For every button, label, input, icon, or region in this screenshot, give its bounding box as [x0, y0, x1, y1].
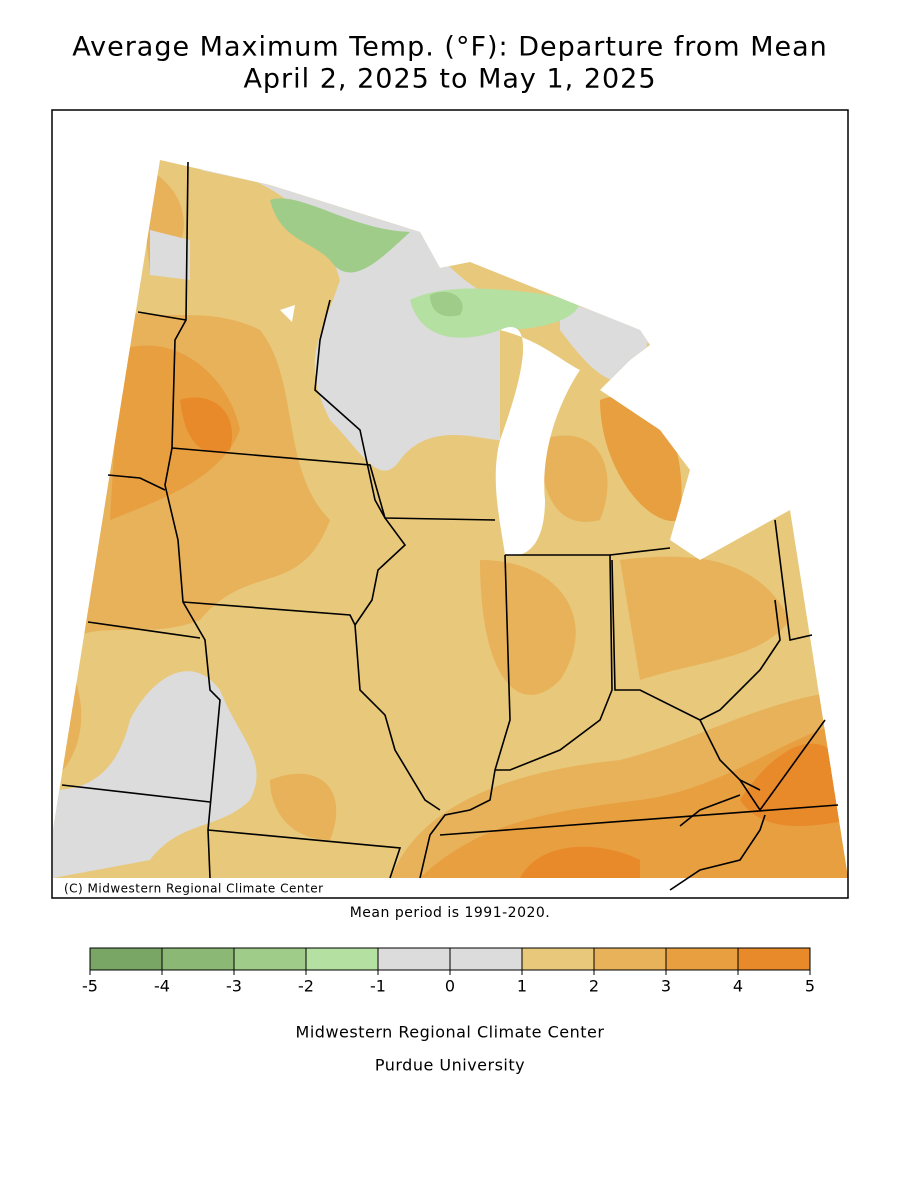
legend-tick-label: 5	[805, 977, 815, 996]
legend-swatch	[305, 947, 379, 971]
subtitle: April 2, 2025 to May 1, 2025	[243, 64, 656, 95]
map-frame	[51, 109, 849, 899]
mean-note: Mean period is 1991-2020.	[350, 905, 551, 921]
copyright: (C) Midwestern Regional Climate Center	[64, 882, 324, 896]
legend-tick-label: -1	[370, 977, 386, 996]
legend-tick-label: -2	[298, 977, 314, 996]
legend-swatch	[449, 947, 523, 971]
copyright-box	[60, 880, 338, 897]
legend-tick-label: -4	[154, 977, 170, 996]
legend-tick-label: 1	[517, 977, 527, 996]
legend-tick-label: 4	[733, 977, 743, 996]
legend-swatch	[521, 947, 595, 971]
map: (C) Midwestern Regional Climate Center	[51, 109, 849, 899]
title: Average Maximum Temp. (°F): Departure fr…	[72, 32, 828, 63]
legend-swatch	[593, 947, 667, 971]
legend-tick-label: 0	[445, 977, 455, 996]
colorbar: -5 -4 -3 -2 -1 0 1 2 3 4 5	[82, 947, 815, 996]
credit-1: Midwestern Regional Climate Center	[296, 1023, 605, 1042]
legend-swatch	[233, 947, 307, 971]
legend-swatch	[89, 947, 163, 971]
legend-tick-label: 2	[589, 977, 599, 996]
legend-tick-label: 3	[661, 977, 671, 996]
legend-swatch	[377, 947, 451, 971]
credit-2: Purdue University	[375, 1056, 525, 1075]
legend-swatch	[665, 947, 739, 971]
legend-swatch	[737, 947, 811, 971]
legend-tick-label: -5	[82, 977, 98, 996]
legend-tick-label: -3	[226, 977, 242, 996]
legend-swatch	[161, 947, 235, 971]
